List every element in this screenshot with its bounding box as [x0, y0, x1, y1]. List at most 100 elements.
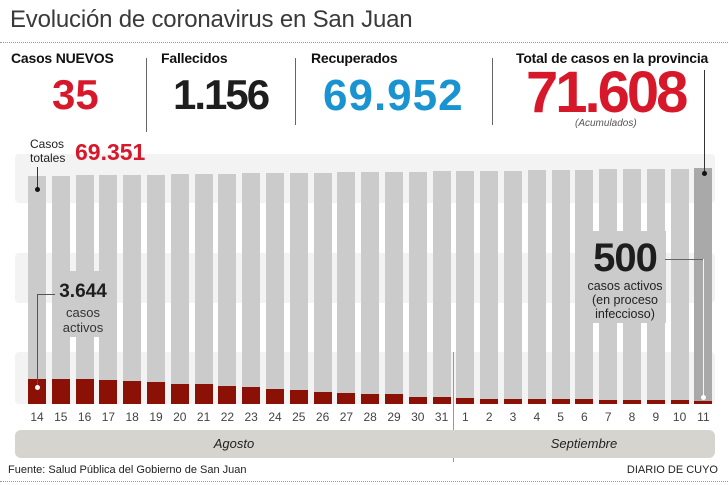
x-tick-label: 5	[557, 410, 564, 424]
x-tick-label: 10	[672, 410, 687, 424]
active-start-line2: activos	[62, 320, 104, 335]
active-start-value: 3.644	[59, 281, 107, 302]
bar-active-cases	[408, 397, 427, 404]
active-end-leader-v	[703, 259, 704, 397]
x-tick-label: 29	[387, 410, 401, 424]
bar-total-cases	[551, 170, 570, 404]
active-start-label: 3.644 casos activos	[52, 281, 114, 336]
x-tick-label: 9	[652, 410, 660, 424]
bar-total-cases	[242, 173, 261, 404]
active-end-value: 500	[593, 236, 658, 280]
total-cases-label-line1: Casos	[30, 137, 65, 151]
active-end-line1: casos activos	[587, 279, 663, 293]
x-tick-label: 26	[315, 410, 330, 424]
source-note: Fuente: Salud Pública del Gobierno de Sa…	[8, 464, 247, 476]
bar-active-cases	[337, 393, 356, 404]
x-tick-label: 17	[101, 410, 116, 424]
bar-total-cases	[218, 173, 237, 404]
title-divider	[0, 42, 728, 43]
x-tick-label: 7	[604, 410, 612, 424]
bar-active-cases	[599, 399, 618, 404]
x-tick-label: 24	[268, 410, 282, 424]
x-tick-label: 1	[462, 410, 469, 424]
bar-total-cases	[480, 170, 499, 404]
bar-active-cases	[361, 394, 380, 404]
stat-label-deaths: Fallecidos	[161, 50, 228, 66]
active-start-leader-h	[37, 294, 55, 295]
x-tick-label: 4	[533, 410, 541, 424]
x-tick-label: 28	[363, 410, 377, 424]
chart-title: Evolución de coronavirus en San Juan	[10, 6, 413, 33]
bar-active-cases	[385, 394, 403, 404]
stat-value-total: 71.608	[526, 60, 688, 125]
active-start-label-box	[52, 271, 114, 337]
bar-active-cases	[527, 398, 546, 404]
stat-value-deaths: 1.156	[173, 71, 270, 118]
bar-active-cases	[99, 380, 118, 404]
x-tick-label: 25	[292, 410, 306, 424]
x-tick-label: 31	[434, 410, 449, 424]
x-tick-label: 21	[196, 410, 211, 424]
bar-total-cases	[313, 172, 332, 404]
month-label-august: Agosto	[213, 436, 255, 451]
active-start-line1: casos	[66, 305, 100, 320]
bar-active-cases	[551, 398, 570, 404]
stat-value-recovered: 69.952	[323, 71, 464, 120]
x-tick-label: 19	[149, 410, 163, 424]
bar-active-cases	[194, 383, 213, 404]
bar-active-cases	[432, 397, 451, 404]
active-end-label: 500 casos activos (en proceso infeccioso…	[584, 238, 666, 321]
x-tick-label: 16	[77, 410, 92, 424]
bar-active-cases	[170, 383, 189, 404]
bar-active-cases	[123, 380, 142, 404]
bar-total-cases	[504, 170, 522, 404]
total-cases-start-value: 69.351	[75, 139, 146, 165]
stat-divider	[492, 58, 493, 125]
bar-active-cases	[28, 379, 46, 404]
stat-label-total: Total de casos en la provincia	[516, 50, 709, 66]
bar-active-cases	[456, 398, 475, 404]
x-tick-label: 30	[411, 410, 425, 424]
stat-divider	[146, 58, 147, 132]
bar-total-cases	[385, 171, 403, 404]
bar-active-cases	[694, 400, 713, 404]
bar-active-cases	[289, 390, 308, 404]
active-start-leader-dot	[35, 385, 40, 390]
x-tick-label: 23	[244, 410, 258, 424]
bar-active-cases	[480, 398, 499, 404]
bar-total-cases	[123, 174, 142, 404]
x-tick-label: 14	[30, 410, 44, 424]
month-label-september: Septiembre	[550, 436, 618, 451]
month-band	[15, 430, 715, 458]
active-end-line3: infeccioso)	[595, 307, 655, 321]
active-start-leader-v	[37, 294, 38, 387]
x-tick-label: 18	[125, 410, 139, 424]
x-tick-label: 2	[485, 410, 493, 424]
footer-divider	[0, 481, 728, 482]
bar-active-cases	[218, 385, 237, 404]
stat-value-new-cases: 35	[52, 71, 99, 118]
month-separator	[453, 352, 454, 462]
total-cases-leader-line	[37, 167, 38, 189]
total-cases-leader-dot	[35, 187, 40, 192]
stat-label-recovered: Recuperados	[311, 50, 398, 66]
bar-total-cases	[408, 171, 427, 404]
bar-active-cases	[266, 389, 284, 404]
x-tick-label: 15	[54, 410, 68, 424]
brand-credit: DIARIO DE CUYO	[626, 464, 718, 476]
bar-total-cases	[170, 174, 189, 404]
bar-total-cases	[337, 172, 356, 404]
x-tick-label: 6	[581, 410, 588, 424]
stat-label-new-cases: Casos NUEVOS	[11, 50, 114, 66]
total-cases-label: Casos totales	[30, 137, 65, 165]
total-cases-latest-leader-dot	[702, 171, 707, 176]
bar-total-cases	[28, 175, 46, 404]
bar-active-cases	[51, 379, 70, 404]
bar-total-cases	[194, 174, 213, 404]
active-end-label-box	[584, 231, 666, 323]
bar-total-cases	[432, 171, 451, 404]
total-cases-latest-leader-line	[704, 70, 705, 173]
x-tick-label: 20	[173, 410, 187, 424]
x-tick-label: 8	[628, 410, 636, 424]
